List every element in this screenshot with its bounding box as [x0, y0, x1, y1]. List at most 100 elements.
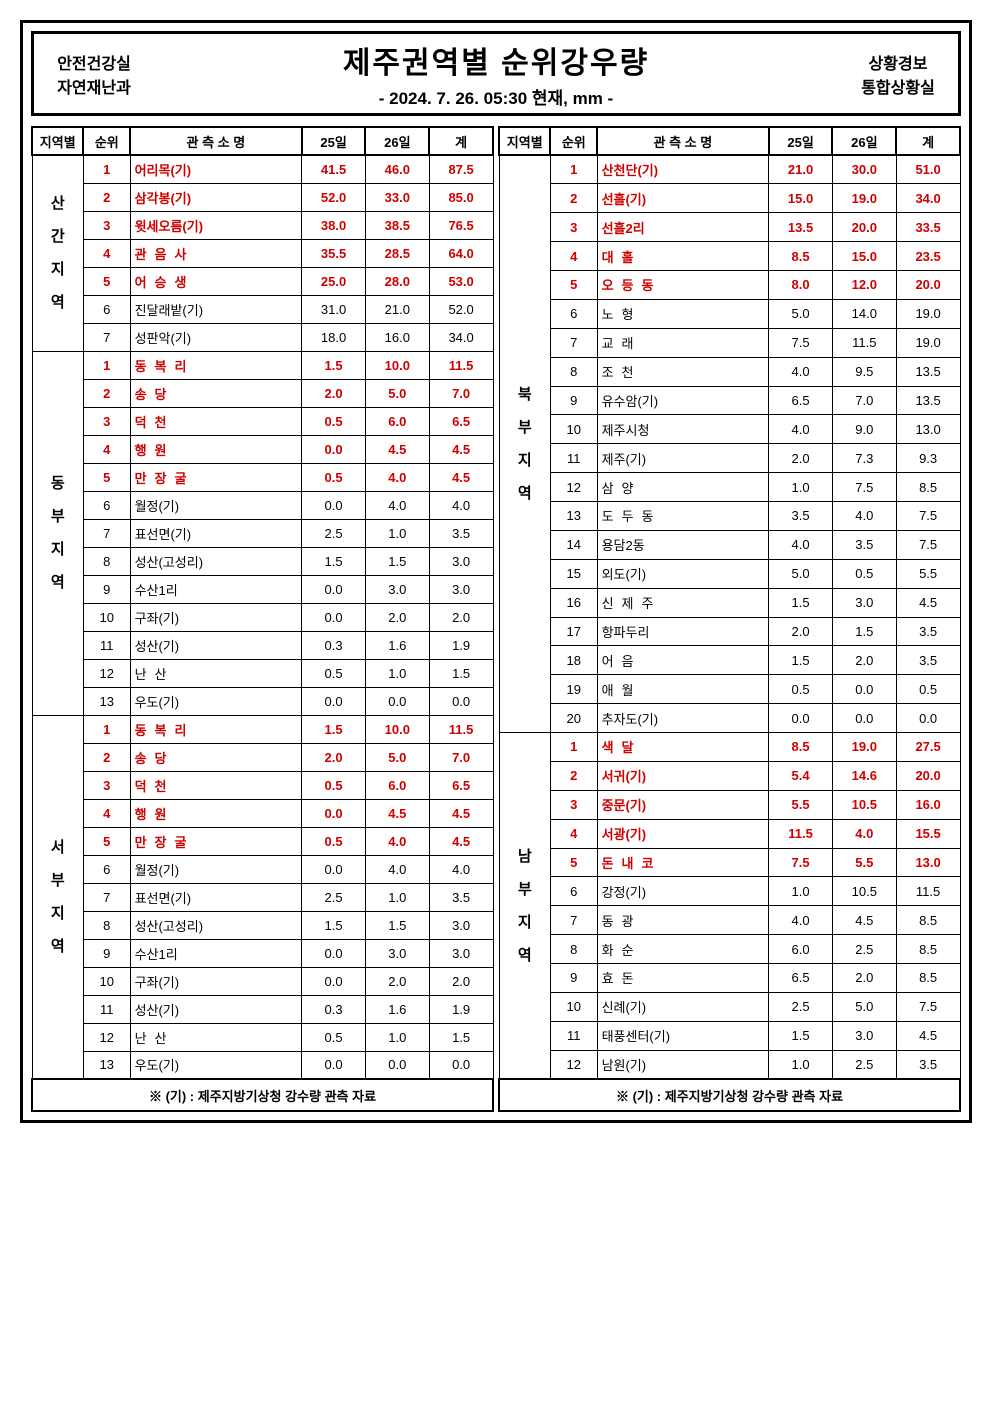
station-cell: 난산 [130, 1023, 302, 1051]
footnote-cell: ※ (기) : 제주지방기상청 강수량 관측 자료 [32, 1079, 493, 1111]
value-cell: 5.5 [832, 848, 896, 877]
region-cell: 남부지역 [499, 733, 550, 1080]
rank-cell: 1 [550, 155, 597, 184]
value-cell: 3.5 [896, 646, 960, 675]
rank-cell: 11 [550, 444, 597, 473]
table-row: 2송당2.05.07.0 [32, 379, 493, 407]
value-cell: 3.0 [832, 588, 896, 617]
station-cell: 화순 [597, 935, 769, 964]
value-cell: 30.0 [832, 155, 896, 184]
value-cell: 0.0 [302, 939, 366, 967]
value-cell: 7.0 [429, 743, 493, 771]
station-cell: 유수암(기) [597, 386, 769, 415]
table-row: 3덕천0.56.06.5 [32, 771, 493, 799]
value-cell: 11.5 [429, 351, 493, 379]
value-cell: 7.5 [896, 502, 960, 531]
rank-cell: 4 [550, 242, 597, 271]
column-header: 순위 [550, 127, 597, 155]
table-row: 남부지역1색달8.519.027.5 [499, 733, 960, 762]
table-row: 3덕천0.56.06.5 [32, 407, 493, 435]
rank-cell: 5 [83, 827, 130, 855]
value-cell: 4.0 [769, 906, 833, 935]
table-row: 7표선면(기)2.51.03.5 [32, 883, 493, 911]
value-cell: 6.0 [365, 407, 429, 435]
table-row: 7교래7.511.519.0 [499, 328, 960, 357]
station-cell: 행원 [130, 435, 302, 463]
header-right-line1: 상황경보 [869, 50, 928, 74]
rank-cell: 3 [83, 407, 130, 435]
value-cell: 0.0 [429, 1051, 493, 1079]
value-cell: 3.0 [365, 575, 429, 603]
rank-cell: 7 [550, 906, 597, 935]
header-right: 상황경보 통합상황실 [838, 34, 958, 113]
rank-cell: 5 [83, 463, 130, 491]
station-cell: 송당 [130, 743, 302, 771]
value-cell: 0.5 [769, 675, 833, 704]
rank-cell: 15 [550, 559, 597, 588]
rank-cell: 8 [550, 357, 597, 386]
region-cell: 북부지역 [499, 155, 550, 733]
station-cell: 산천단(기) [597, 155, 769, 184]
value-cell: 13.5 [769, 213, 833, 242]
value-cell: 15.5 [896, 819, 960, 848]
rank-cell: 11 [83, 995, 130, 1023]
value-cell: 11.5 [832, 328, 896, 357]
value-cell: 0.0 [302, 687, 366, 715]
table-row: 2선흘(기)15.019.034.0 [499, 184, 960, 213]
rank-cell: 13 [83, 687, 130, 715]
value-cell: 2.0 [769, 444, 833, 473]
value-cell: 1.5 [365, 547, 429, 575]
rank-cell: 2 [83, 379, 130, 407]
rank-cell: 2 [83, 183, 130, 211]
value-cell: 2.0 [365, 603, 429, 631]
station-cell: 삼각봉(기) [130, 183, 302, 211]
station-cell: 수산1리 [130, 939, 302, 967]
table-row: 12난산0.51.01.5 [32, 1023, 493, 1051]
value-cell: 6.5 [429, 771, 493, 799]
station-cell: 선흘2리 [597, 213, 769, 242]
table-row: 7동광4.04.58.5 [499, 906, 960, 935]
table-row: 동부지역1동복리1.510.011.5 [32, 351, 493, 379]
value-cell: 20.0 [832, 213, 896, 242]
table-row: 14용담2동4.03.57.5 [499, 530, 960, 559]
value-cell: 7.3 [832, 444, 896, 473]
value-cell: 4.5 [896, 1021, 960, 1050]
station-cell: 성산(기) [130, 631, 302, 659]
value-cell: 4.0 [365, 463, 429, 491]
value-cell: 10.0 [365, 351, 429, 379]
station-cell: 표선면(기) [130, 519, 302, 547]
rank-cell: 1 [550, 733, 597, 762]
value-cell: 0.5 [832, 559, 896, 588]
header-title: 제주권역별 순위강우량 [154, 38, 838, 82]
rank-cell: 7 [550, 328, 597, 357]
rank-cell: 11 [83, 631, 130, 659]
table-row: 북부지역1산천단(기)21.030.051.0 [499, 155, 960, 184]
value-cell: 8.5 [896, 935, 960, 964]
rank-cell: 7 [83, 323, 130, 351]
value-cell: 4.5 [365, 435, 429, 463]
value-cell: 3.0 [429, 575, 493, 603]
value-cell: 1.0 [365, 883, 429, 911]
value-cell: 0.0 [302, 491, 366, 519]
table-row: 5오등동8.012.020.0 [499, 271, 960, 300]
table-row: 8성산(고성리)1.51.53.0 [32, 547, 493, 575]
value-cell: 12.0 [832, 271, 896, 300]
rank-cell: 14 [550, 530, 597, 559]
value-cell: 5.0 [832, 992, 896, 1021]
rank-cell: 6 [83, 491, 130, 519]
value-cell: 21.0 [365, 295, 429, 323]
station-cell: 동복리 [130, 351, 302, 379]
rank-cell: 5 [550, 848, 597, 877]
station-cell: 서귀(기) [597, 761, 769, 790]
station-cell: 선흘(기) [597, 184, 769, 213]
value-cell: 0.0 [302, 575, 366, 603]
table-row: 8화순6.02.58.5 [499, 935, 960, 964]
station-cell: 서광(기) [597, 819, 769, 848]
rank-cell: 7 [83, 883, 130, 911]
value-cell: 2.0 [429, 967, 493, 995]
rank-cell: 9 [550, 964, 597, 993]
value-cell: 1.5 [365, 911, 429, 939]
value-cell: 21.0 [769, 155, 833, 184]
value-cell: 1.5 [429, 659, 493, 687]
rank-cell: 2 [83, 743, 130, 771]
